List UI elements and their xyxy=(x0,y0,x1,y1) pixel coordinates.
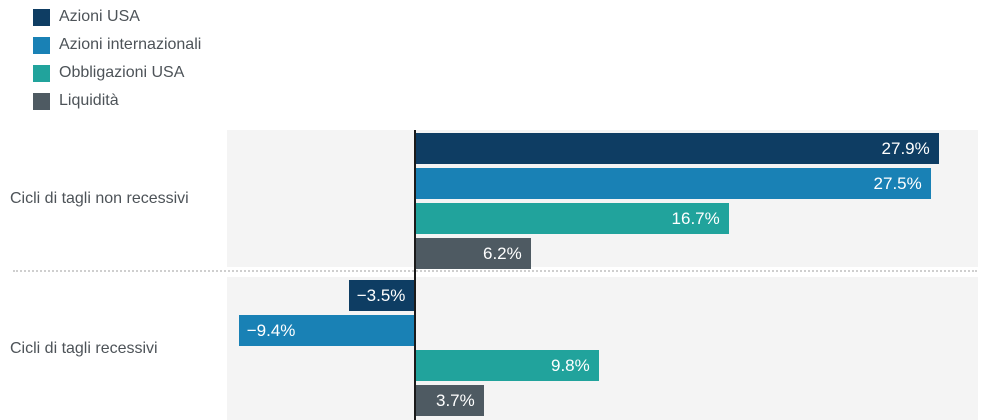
chart-legend: Azioni USA Azioni internazionali Obbliga… xyxy=(33,8,201,120)
legend-item-liquidita: Liquidità xyxy=(33,92,201,110)
plot-area-non-recessivi: 27.9% 27.5% 16.7% 6.2% xyxy=(227,130,978,269)
legend-swatch-azioni-usa xyxy=(33,8,50,26)
bar-value-label: −3.5% xyxy=(356,285,406,305)
bar-liquidità: 6.2% xyxy=(414,238,531,269)
bar-obbligazioni-usa: 9.8% xyxy=(414,350,599,381)
group-separator-dotted-line xyxy=(13,270,977,272)
bar-liquidità: 3.7% xyxy=(414,385,484,416)
legend-label: Azioni internazionali xyxy=(59,36,202,53)
legend-label: Liquidità xyxy=(59,92,119,109)
bar-azioni-usa: 27.9% xyxy=(414,133,939,164)
plot-area-recessivi: −3.5% −9.4% 9.8% 3.7% xyxy=(227,277,978,420)
bar-azioni-internazionali: −9.4% xyxy=(238,315,415,346)
bar-value-label: 16.7% xyxy=(671,208,720,228)
category-label-cicli-recessivi: Cicli di tagli recessivi xyxy=(10,339,158,357)
bar-value-label: 3.7% xyxy=(436,390,475,410)
bar-azioni-internazionali: 27.5% xyxy=(414,168,931,199)
legend-item-azioni-usa: Azioni USA xyxy=(33,8,201,26)
legend-swatch-liquidita xyxy=(33,92,50,110)
legend-item-azioni-internazionali: Azioni internazionali xyxy=(33,36,201,54)
bar-azioni-usa: −3.5% xyxy=(348,280,415,311)
zero-axis-line xyxy=(414,130,416,420)
bar-value-label: 27.5% xyxy=(873,173,922,193)
category-label-cicli-non-recessivi: Cicli di tagli non recessivi xyxy=(10,189,189,207)
bar-value-label: 9.8% xyxy=(551,355,590,375)
legend-swatch-azioni-internazionali xyxy=(33,36,50,54)
bar-value-label: 27.9% xyxy=(881,138,930,158)
legend-label: Azioni USA xyxy=(59,8,140,25)
bar-value-label: −9.4% xyxy=(246,320,296,340)
legend-item-obbligazioni-usa: Obbligazioni USA xyxy=(33,64,201,82)
bar-value-label: 6.2% xyxy=(483,243,522,263)
bar-obbligazioni-usa: 16.7% xyxy=(414,203,729,234)
legend-label: Obbligazioni USA xyxy=(59,64,185,81)
legend-swatch-obbligazioni-usa xyxy=(33,64,50,82)
